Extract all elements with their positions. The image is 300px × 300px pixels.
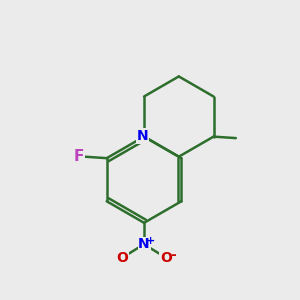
Text: F: F [74,149,84,164]
Text: O: O [116,251,128,265]
Text: N: N [137,129,148,143]
Text: -: - [170,248,176,262]
Text: N: N [138,237,150,251]
Text: O: O [160,251,172,265]
Text: +: + [146,236,155,246]
